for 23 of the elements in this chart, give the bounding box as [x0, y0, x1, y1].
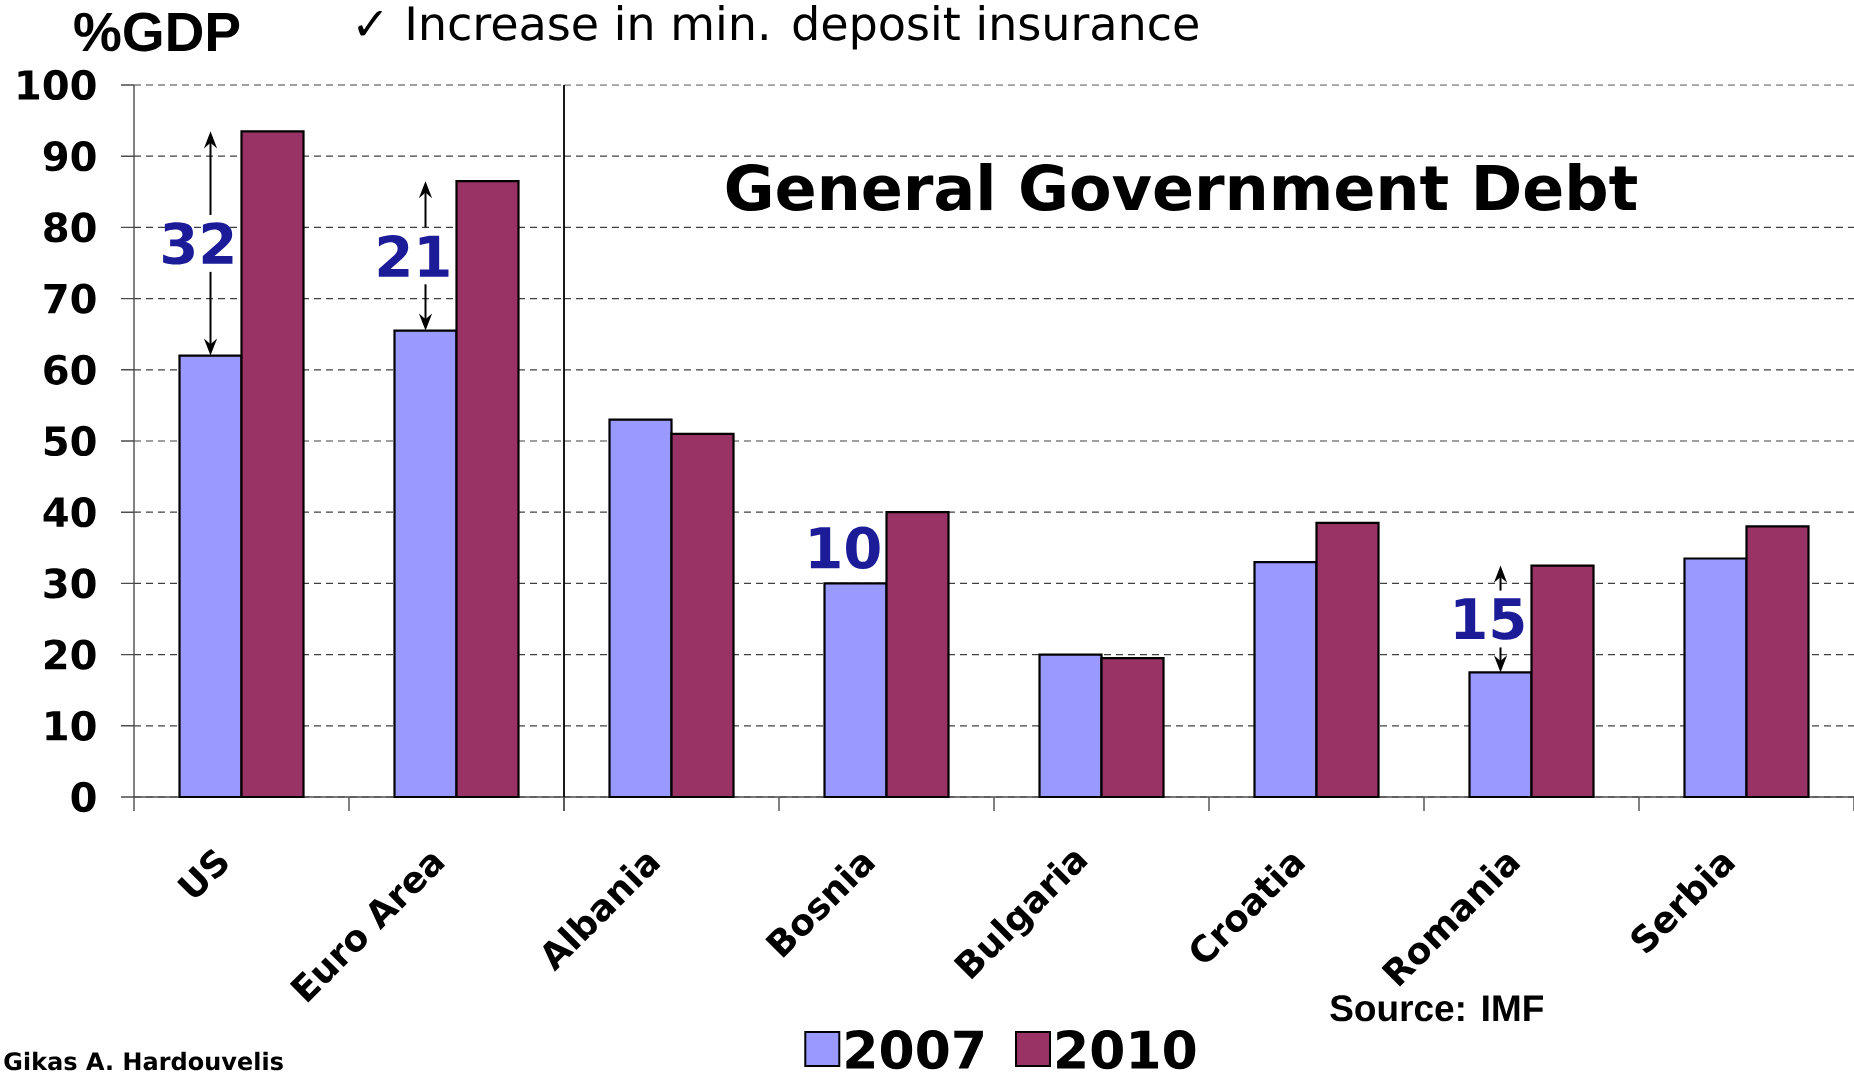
- legend-label: 2007: [846, 1029, 983, 1070]
- y-tick-label: 90: [43, 141, 96, 172]
- legend-label: 2010: [1057, 1029, 1196, 1070]
- y-tick-label: 10: [46, 710, 96, 741]
- y-axis-title: %GDP: [74, 12, 240, 52]
- annotation: 32: [163, 222, 233, 265]
- text: ✓ Increase in min. deposit insurance: [358, 5, 1198, 50]
- y-tick-label: 100: [18, 69, 96, 101]
- annotation: 10: [810, 526, 880, 569]
- annotation: 15: [1455, 598, 1524, 640]
- y-tick-label: 50: [44, 425, 96, 457]
- text: Gikas A. Hardouvelis: [4, 1051, 283, 1071]
- y-tick-label: 30: [44, 568, 96, 599]
- y-tick-label: 60: [44, 354, 96, 385]
- y-tick-label: 0: [71, 781, 96, 813]
- y-tick-label: 40: [43, 497, 96, 528]
- text: General Government Debt: [726, 163, 1637, 211]
- y-tick-label: 80: [44, 212, 96, 243]
- source-note: Source: IMF: [1330, 995, 1543, 1022]
- y-tick-label: 70: [44, 283, 96, 314]
- annotation: 21: [378, 235, 449, 277]
- y-tick-label: 20: [44, 639, 96, 670]
- x-tick-label: US: [177, 848, 228, 897]
